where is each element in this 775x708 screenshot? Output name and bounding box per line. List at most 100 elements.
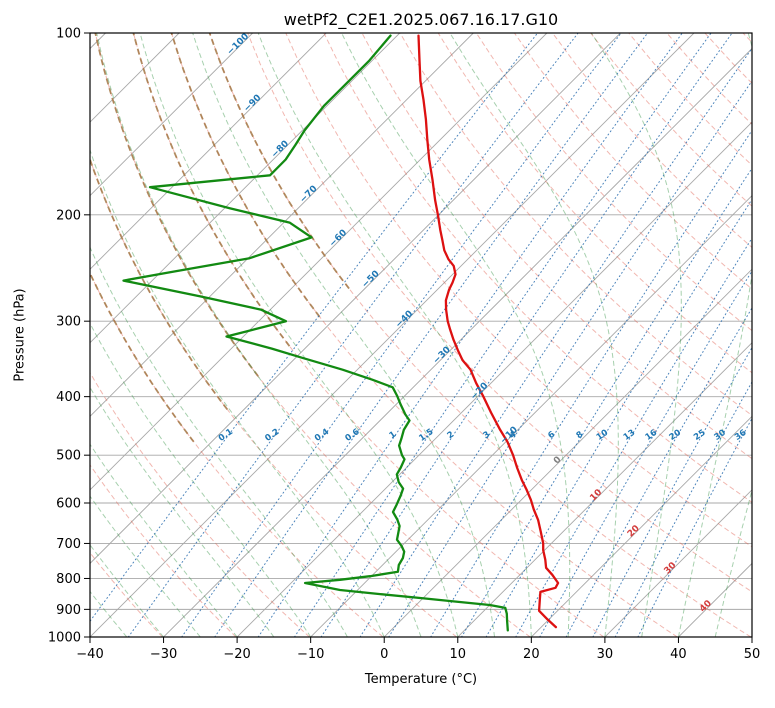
mixing-ratio-label: 36: [733, 428, 748, 443]
isotherm-label: 30: [663, 561, 679, 577]
isotherm-line: [236, 121, 752, 637]
dry-adiabat-line: [90, 272, 384, 637]
moist-adiabat-line: [257, 33, 532, 637]
isotherm-label: −90: [242, 93, 263, 114]
moist-adiabat-line: [90, 322, 312, 637]
y-tick-label: 600: [56, 497, 81, 512]
isotherm-line: [751, 636, 752, 637]
mixing-ratio-label: 16: [644, 428, 659, 443]
isotherm-line: [90, 33, 474, 417]
y-tick-label: 300: [56, 315, 81, 330]
isotherm-label: −60: [328, 228, 349, 249]
mixing-ratio-line: [294, 33, 712, 637]
mixing-ratio-line: [565, 307, 752, 637]
dry-adiabat-highlight-line: [94, 33, 259, 377]
x-tick-label: 40: [670, 647, 687, 662]
isotherm-line: [383, 268, 752, 637]
chart-title: wetPf2_C2E1.2025.067.16.17.G10: [283, 10, 559, 29]
mixing-ratio-label: 0.1: [217, 427, 235, 444]
moist-adiabat-line: [449, 33, 619, 637]
dry-adiabat-line: [132, 33, 605, 637]
inplot-label-layer: −100−90−80−70−60−50−40−30−20−10010203040…: [217, 32, 749, 615]
isotherm-line: [90, 33, 621, 565]
mixing-ratio-line: [461, 167, 752, 637]
dry-adiabat-line: [399, 33, 752, 417]
y-tick-label: 900: [56, 603, 81, 618]
isotherm-line: [90, 33, 327, 270]
mixing-ratio-label: 30: [712, 428, 727, 443]
mixing-ratio-label: 0.4: [313, 427, 331, 444]
isotherm-label: −50: [360, 269, 381, 290]
x-tick-label: −20: [223, 647, 250, 662]
mixing-ratio-label: 1: [388, 430, 399, 442]
x-tick-label: 50: [744, 647, 761, 662]
mixing-ratio-line: [359, 47, 752, 637]
mixing-ratio-line: [614, 380, 752, 637]
dry-adiabat-line: [90, 551, 163, 637]
isotherm-line: [604, 489, 752, 637]
x-tick-label: 20: [523, 647, 540, 662]
isotherm-line: [531, 415, 752, 637]
axis-layer: −40 −30 −20 −10 0 10 20 30 40 5010020030040050060…: [48, 27, 760, 663]
moist-adiabat-line: [341, 33, 571, 637]
moist-adiabat-line: [590, 33, 682, 637]
y-tick-label: 700: [56, 537, 81, 552]
dewpoint-profile-line: [122, 34, 509, 632]
dry-adiabat-line: [666, 33, 752, 125]
dry-adiabat-highlight-line: [90, 271, 195, 443]
mixing-ratio-label: 13: [622, 428, 637, 443]
moist-adiabat-line: [90, 246, 348, 637]
dry-adiabat-line: [94, 33, 531, 637]
isotherm-label: 10: [588, 488, 604, 504]
dry-adiabat-line: [209, 33, 752, 637]
mixing-ratio-line: [485, 198, 752, 637]
isotherm-label: 20: [626, 524, 642, 540]
x-tick-label: 0: [380, 647, 388, 662]
y-tick-label: 100: [56, 27, 81, 42]
dry-adiabat-line: [513, 33, 752, 290]
mixing-ratio-label: 2: [446, 430, 457, 442]
isotherm-line: [310, 195, 752, 637]
x-axis-label: Temperature (°C): [364, 672, 478, 687]
mixing-ratio-label: 4: [508, 430, 519, 442]
mixing-ratio-line: [90, 33, 539, 623]
moist-adiabat-line: [96, 33, 422, 637]
isotherm-line: [457, 342, 752, 637]
background-grid-layer: [90, 33, 752, 637]
dry-adiabat-line: [247, 33, 752, 593]
mixing-ratio-line: [637, 417, 752, 637]
isotherm-line: [678, 562, 752, 637]
mixing-ratio-line: [181, 33, 622, 637]
x-tick-label: −30: [150, 647, 177, 662]
dry-adiabat-line: [90, 371, 310, 637]
isotherm-line: [90, 33, 253, 197]
mixing-ratio-line: [257, 33, 683, 637]
x-tick-label: −40: [76, 647, 103, 662]
dry-adiabat-line: [361, 33, 752, 460]
dry-adiabat-line: [742, 33, 752, 44]
isotherm-line: [90, 33, 695, 637]
moist-adiabat-line: [714, 488, 752, 637]
dry-adiabat-line: [90, 157, 458, 637]
mixing-ratio-label: 25: [692, 428, 707, 443]
isotherm-label: 40: [698, 599, 714, 615]
mixing-ratio-line: [539, 269, 752, 637]
profile-layer: [122, 34, 560, 632]
mixing-ratio-label: 3: [481, 430, 492, 442]
mixing-ratio-label: 8: [575, 430, 586, 442]
dry-adiabat-highlight-line: [90, 156, 229, 410]
dry-adiabat-highlight-line: [208, 33, 350, 290]
mixing-ratio-line: [430, 129, 752, 637]
moist-adiabat-line: [90, 148, 385, 637]
mixing-ratio-line: [127, 33, 579, 637]
isotherm-label: −40: [394, 309, 415, 330]
dry-adiabat-line: [475, 33, 752, 332]
x-tick-label: −10: [297, 647, 324, 662]
y-tick-label: 500: [56, 449, 81, 464]
mixing-ratio-line: [214, 33, 649, 637]
dry-adiabat-highlight-line: [132, 33, 291, 347]
isotherm-line: [90, 33, 401, 344]
x-tick-label: 30: [597, 647, 614, 662]
